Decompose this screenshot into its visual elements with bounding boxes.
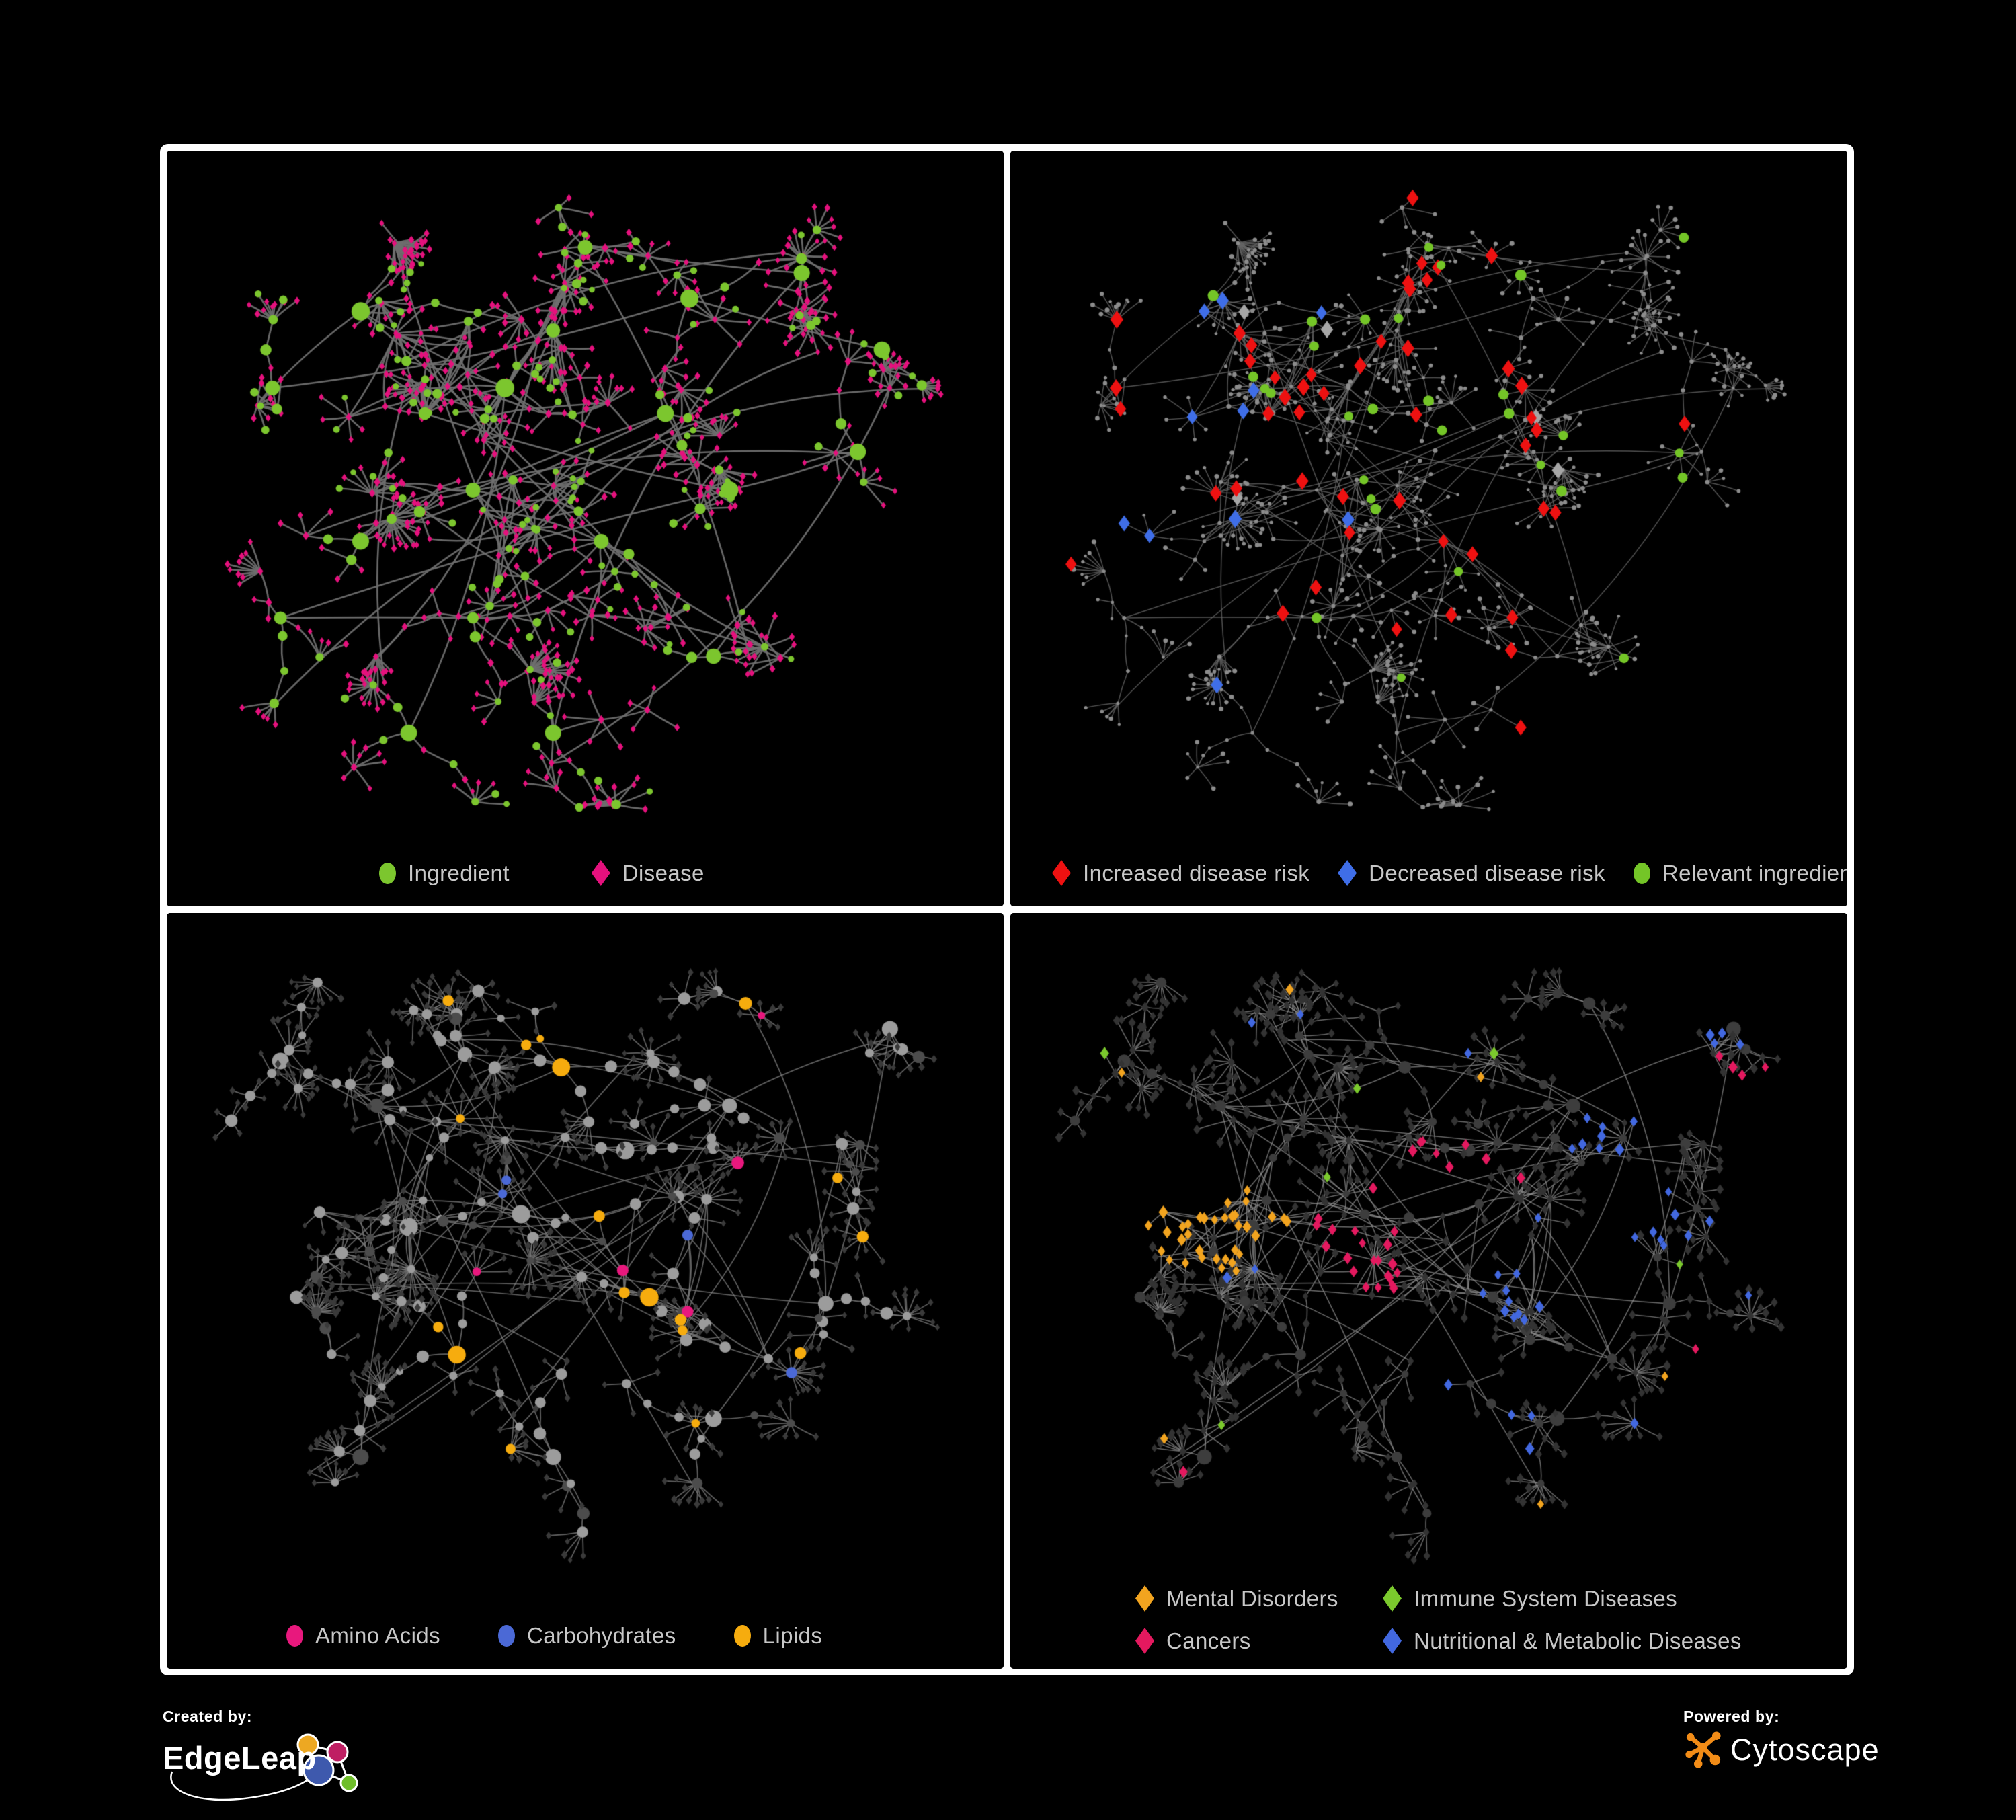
mental-disorders-legend-marker [1135,1585,1154,1612]
legend-label-decreased-risk: Decreased disease risk [1369,860,1605,885]
carbohydrates-legend-marker [497,1625,515,1647]
legend-label-immune-system-diseases: Immune System Diseases [1414,1585,1678,1611]
relevant-ingredient-legend-marker [1633,862,1650,884]
legend-item-ingredient: Ingredient [379,861,510,886]
legend-label-increased-risk: Increased disease risk [1083,860,1310,885]
edgeleap-wordmark: EdgeLeap [163,1740,317,1776]
edgeleap-credit: Created by: EdgeLeap [163,1708,385,1808]
disease-risk-network-canvas [1010,151,1847,906]
decreased-risk-legend-marker [1338,860,1357,886]
legend-disease-category: Mental Disorders Immune System Diseases … [1010,1585,1847,1654]
legend-label-cancers: Cancers [1166,1628,1251,1653]
legend-label-amino-acids: Amino Acids [315,1623,440,1648]
edgeleap-network-icon [170,1733,358,1801]
legend-label-nutritional-metabolic-diseases: Nutritional & Metabolic Diseases [1414,1628,1742,1653]
legend-item-amino-acids: Amino Acids [286,1623,440,1649]
legend-label-relevant-ingredient: Relevant ingredient [1662,860,1847,885]
disease-legend-marker [591,860,610,886]
legend-item-immune-system-diseases: Immune System Diseases [1383,1585,1847,1612]
legend-item-disease: Disease [591,860,704,886]
lipids-legend-marker [733,1625,751,1647]
legend-label-mental-disorders: Mental Disorders [1166,1585,1338,1611]
legend-item-mental-disorders: Mental Disorders [1135,1585,1383,1612]
panel-grid: Ingredient Disease Increased disease ris… [160,144,1854,1675]
legend-label-disease: Disease [622,860,704,885]
legend-item-relevant-ingredient: Relevant ingredient [1633,860,1847,886]
nutritional-metabolic-diseases-legend-marker [1383,1628,1402,1654]
powered-by-label: Powered by: [1683,1708,1780,1725]
legend-item-carbohydrates: Carbohydrates [497,1623,676,1649]
cytoscape-wordmark: Cytoscape [1730,1733,1880,1767]
legend-label-ingredient: Ingredient [408,860,510,885]
increased-risk-legend-marker [1052,860,1071,886]
amino-acids-legend-marker [286,1625,303,1647]
panel-disease-category-network: Mental Disorders Immune System Diseases … [1010,913,1847,1669]
legend-item-increased-risk: Increased disease risk [1052,860,1309,886]
legend-nutrient-class: Amino Acids Carbohydrates Lipids [167,1623,1004,1649]
nutrient-class-network-canvas [167,913,1004,1669]
legend-item-decreased-risk: Decreased disease risk [1338,860,1605,886]
cytoscape-credit: Powered by: Cytosc [1683,1708,1880,1770]
ingredient-disease-network-canvas [167,151,1004,906]
created-by-label: Created by: [163,1708,253,1725]
legend-item-cancers: Cancers [1135,1628,1383,1654]
legend-item-nutritional-metabolic-diseases: Nutritional & Metabolic Diseases [1383,1628,1847,1654]
legend-label-carbohydrates: Carbohydrates [526,1623,676,1648]
panel-nutrient-class-network: Amino Acids Carbohydrates Lipids [167,913,1004,1669]
legend-label-lipids: Lipids [762,1623,823,1648]
cancers-legend-marker [1135,1628,1154,1654]
edgeleap-logo: EdgeLeap [163,1729,385,1808]
panel-disease-risk-network: Increased disease risk Decreased disease… [1010,151,1847,906]
legend-ingredient-disease: Ingredient Disease [167,860,1004,886]
ingredient-legend-marker [379,862,396,884]
immune-system-diseases-legend-marker [1383,1585,1402,1612]
legend-disease-risk: Increased disease risk Decreased disease… [1010,860,1847,886]
disease-category-network-canvas [1010,913,1847,1669]
legend-item-lipids: Lipids [733,1623,823,1649]
panel-ingredient-disease-network: Ingredient Disease [167,151,1004,906]
cytoscape-icon [1685,1731,1721,1768]
